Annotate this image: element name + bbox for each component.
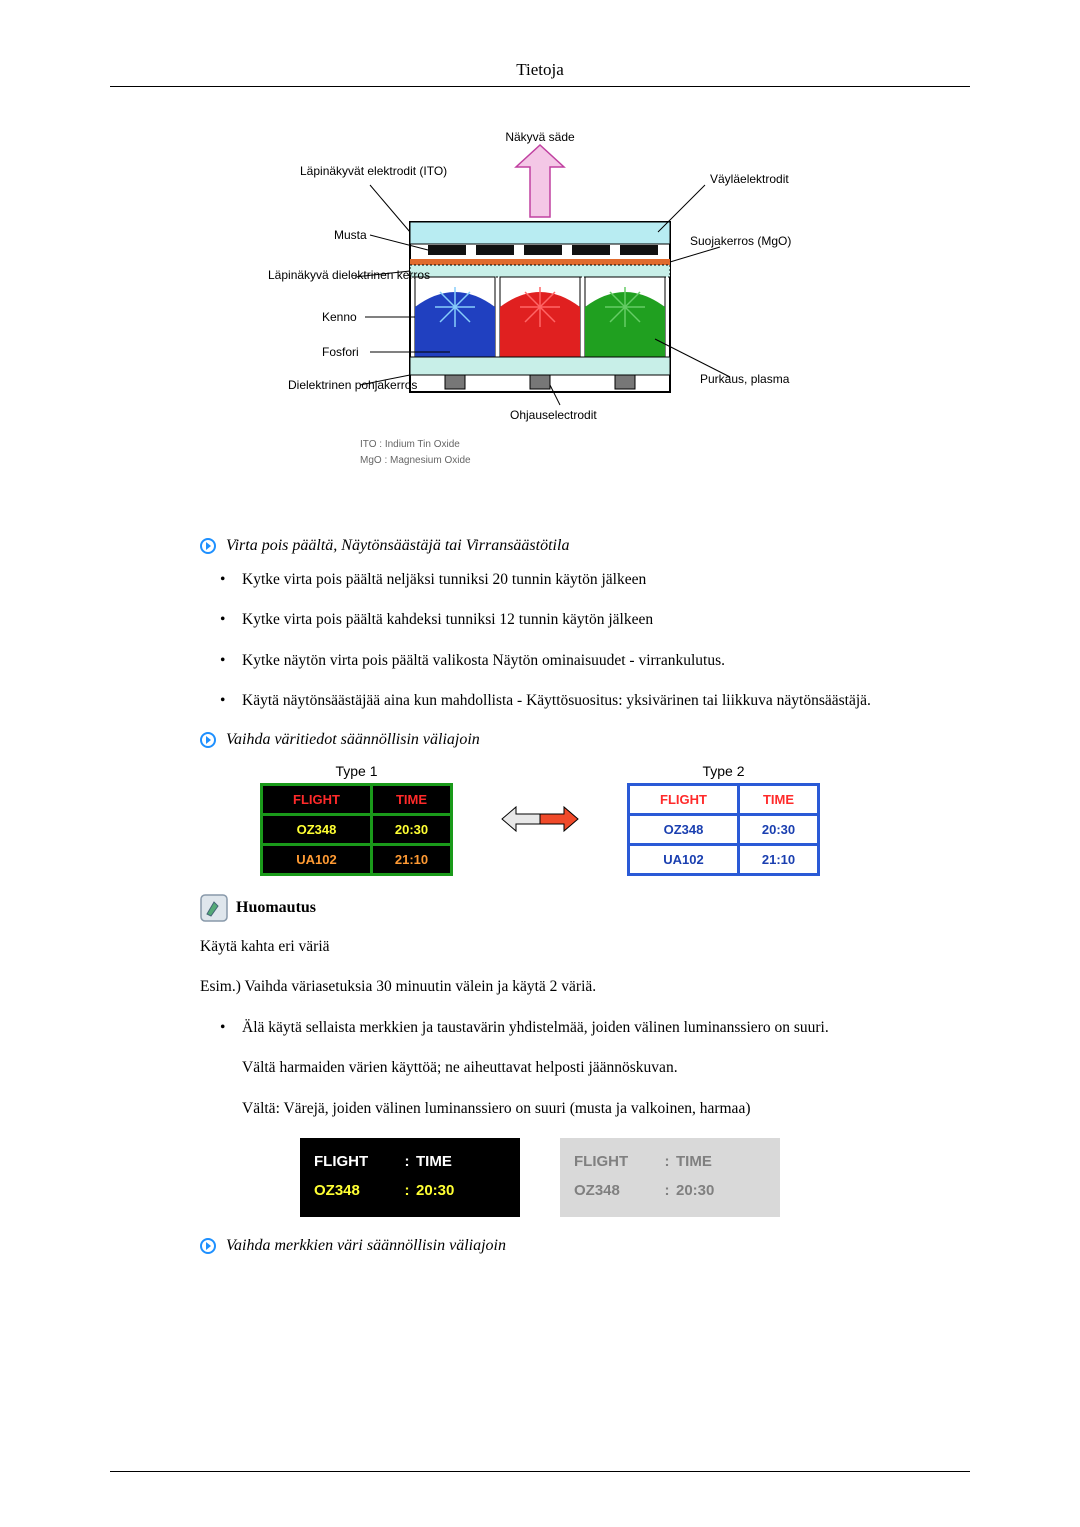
note-para-4: Vältä: Värejä, joiden välinen luminanssi… bbox=[242, 1098, 950, 1120]
table-cell: UA102 bbox=[262, 844, 372, 874]
mgo-layer bbox=[410, 259, 670, 265]
label-address-electrodes: Ohjauselectrodit bbox=[510, 408, 597, 422]
table-cell: 21:10 bbox=[372, 844, 452, 874]
plasma-structure-diagram: Näkyvä säde bbox=[260, 127, 820, 497]
address-electrode bbox=[445, 375, 465, 389]
list-item: Älä käytä sellaista merkkien ja taustavä… bbox=[220, 1017, 950, 1039]
cells-group bbox=[415, 277, 665, 357]
table-cell: UA102 bbox=[629, 844, 739, 874]
footer-rule bbox=[110, 1471, 970, 1472]
label-black: Musta bbox=[334, 228, 367, 242]
table-cell: 20:30 bbox=[372, 814, 452, 844]
flight-label-box-dark: FLIGHT:TIME OZ348:20:30 bbox=[300, 1138, 520, 1217]
table-cell: 20:30 bbox=[739, 814, 819, 844]
label-phosphor: Fosfori bbox=[322, 345, 359, 359]
table-cell: TIME bbox=[739, 784, 819, 814]
section-title: Virta pois päältä, Näytönsäästäjä tai Vi… bbox=[226, 537, 569, 555]
page-header-title: Tietoja bbox=[110, 60, 970, 87]
double-arrow-icon bbox=[500, 801, 580, 837]
section1-list: Kytke virta pois päältä neljäksi tunniks… bbox=[220, 569, 950, 713]
table-caption: Type 2 bbox=[627, 763, 820, 779]
table-cell: 21:10 bbox=[739, 844, 819, 874]
document-page: Tietoja Näkyvä säde bbox=[0, 0, 1080, 1527]
table-cell: TIME bbox=[372, 784, 452, 814]
table-cell: OZ348 bbox=[629, 814, 739, 844]
arrow-bullet-icon bbox=[200, 1238, 216, 1254]
list-item: Käytä näytönsäästäjää aina kun mahdollis… bbox=[220, 690, 950, 712]
bus-electrode bbox=[428, 245, 466, 255]
note-list: Älä käytä sellaista merkkien ja taustavä… bbox=[220, 1017, 950, 1039]
flight-label-boxes: FLIGHT:TIME OZ348:20:30 FLIGHT:TIME OZ34… bbox=[300, 1138, 780, 1217]
list-item: Kytke näytön virta pois päältä valikosta… bbox=[220, 650, 950, 672]
transparent-dielectric bbox=[410, 265, 670, 277]
label-dielectric-bottom: Dielektrinen pohjakerros bbox=[288, 378, 417, 392]
section-head-char-color: Vaihda merkkien väri säännöllisin väliaj… bbox=[200, 1237, 970, 1255]
list-item: Kytke virta pois päältä neljäksi tunniks… bbox=[220, 569, 950, 591]
note-para-3: Vältä harmaiden värien käyttöä; ne aiheu… bbox=[242, 1057, 950, 1079]
table-cell: FLIGHT bbox=[262, 784, 372, 814]
note-para-2: Esim.) Vaihda väriasetuksia 30 minuutin … bbox=[200, 976, 950, 998]
note-mgo: MgO : Magnesium Oxide bbox=[360, 455, 471, 466]
arrow-bullet-icon bbox=[200, 732, 216, 748]
section-head-color-info: Vaihda väritiedot säännöllisin väliajoin bbox=[200, 731, 970, 749]
ito-layer bbox=[410, 222, 670, 244]
section-title: Vaihda väritiedot säännöllisin väliajoin bbox=[226, 731, 480, 749]
label-ito-electrodes: Läpinäkyvät elektrodit (ITO) bbox=[300, 164, 447, 178]
note-heading-text: Huomautus bbox=[236, 899, 316, 917]
label-visible-light: Näkyvä säde bbox=[505, 130, 575, 144]
label-discharge: Purkaus, plasma bbox=[700, 372, 790, 386]
note-icon bbox=[200, 894, 228, 922]
arrow-bullet-icon bbox=[200, 538, 216, 554]
label-bus-electrodes: Väyläelektrodit bbox=[710, 172, 789, 186]
label-protective: Suojakerros (MgO) bbox=[690, 234, 791, 248]
label-transparent-dielectric: Läpinäkyvä dielektrinen kerros bbox=[268, 268, 430, 282]
table-cell: OZ348 bbox=[262, 814, 372, 844]
note-para-1: Käytä kahta eri väriä bbox=[200, 936, 950, 958]
flight-tables-figure: Type 1 FLIGHTTIMEOZ34820:30UA10221:10 Ty… bbox=[260, 763, 820, 876]
flight-label-box-gray: FLIGHT:TIME OZ348:20:30 bbox=[560, 1138, 780, 1217]
list-item: Kytke virta pois päältä kahdeksi tunniks… bbox=[220, 609, 950, 631]
label-cell: Kenno bbox=[322, 310, 357, 324]
note-heading: Huomautus bbox=[200, 894, 970, 922]
note-ito: ITO : Indium Tin Oxide bbox=[360, 439, 460, 450]
section-head-power-off: Virta pois päältä, Näytönsäästäjä tai Vi… bbox=[200, 537, 970, 555]
section-title: Vaihda merkkien väri säännöllisin väliaj… bbox=[226, 1237, 506, 1255]
visible-light-arrow-icon bbox=[516, 145, 564, 217]
table-caption: Type 1 bbox=[260, 763, 453, 779]
flight-table-type2: Type 2 FLIGHTTIMEOZ34820:30UA10221:10 bbox=[627, 763, 820, 876]
flight-table-type1: Type 1 FLIGHTTIMEOZ34820:30UA10221:10 bbox=[260, 763, 453, 876]
table-cell: FLIGHT bbox=[629, 784, 739, 814]
dielectric-bottom bbox=[410, 357, 670, 375]
